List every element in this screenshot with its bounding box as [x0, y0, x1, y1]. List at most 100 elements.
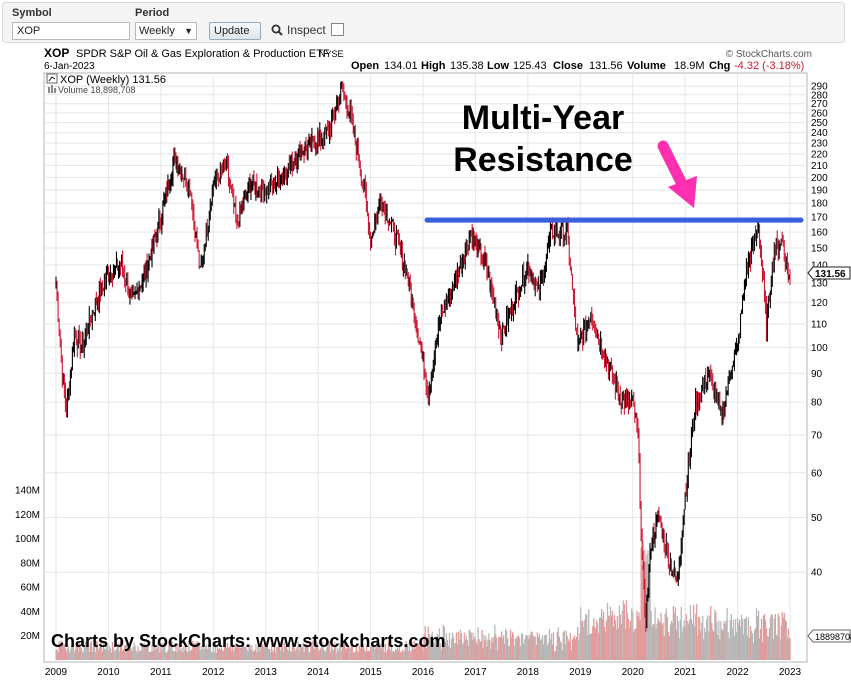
volume-bar: [547, 642, 550, 660]
symbol-label: Symbol: [12, 7, 52, 19]
volume-bar: [726, 607, 728, 660]
volume-bar: [164, 643, 166, 660]
volume-bar: [465, 635, 467, 660]
volume-bar: [411, 642, 413, 660]
volume-bar: [529, 635, 531, 660]
volume-bar: [467, 645, 469, 660]
volume-bar: [74, 649, 77, 660]
volume-bar: [762, 615, 765, 660]
period-select[interactable]: Weekly ▼: [135, 22, 197, 40]
inspect-checkbox[interactable]: [331, 23, 344, 36]
volume-bar: [168, 640, 170, 660]
volume-bar: [297, 641, 299, 660]
volume-bar: [455, 632, 458, 660]
symbol-input[interactable]: XOP: [12, 22, 130, 40]
volume-bar: [406, 644, 408, 660]
legend-price-swatch: [46, 73, 58, 84]
volume-bar: [228, 646, 231, 660]
volume-bar: [743, 618, 746, 660]
volume-bar: [173, 651, 175, 660]
volume-bar: [112, 647, 115, 660]
volume-bar: [649, 573, 651, 660]
volume-bar: [358, 645, 360, 660]
open-value: 134.01: [384, 60, 418, 72]
volume-bar: [704, 627, 706, 660]
volume-bar: [447, 646, 450, 660]
volume-bar: [619, 614, 621, 660]
volume-bar: [716, 622, 718, 660]
volume-bar: [688, 620, 691, 660]
volume-bar: [275, 646, 278, 660]
volume-bar: [349, 648, 351, 660]
volume-bar: [453, 643, 456, 660]
volume-bar: [510, 637, 513, 660]
volume-bar: [589, 634, 591, 660]
volume-bar: [110, 652, 113, 660]
volume-bar: [325, 651, 327, 660]
close-value: 131.56: [589, 60, 623, 72]
volume-bar: [707, 615, 709, 660]
volume-bar: [293, 647, 295, 660]
volume-bar: [425, 648, 427, 660]
volume-bar: [600, 617, 602, 660]
volume-bar: [487, 639, 489, 660]
volume-bar: [387, 641, 390, 660]
volume-bar: [59, 646, 61, 660]
volume-bar: [233, 651, 235, 660]
volume-bar: [576, 636, 578, 660]
volume-bar: [462, 642, 465, 660]
annotation-line1: Multi-Year: [462, 99, 624, 137]
volume-bar: [342, 643, 344, 660]
volume-bar: [177, 643, 179, 660]
volume-bar: [732, 619, 735, 660]
x-tick-label: 2022: [726, 667, 749, 678]
volume-bar: [548, 628, 551, 660]
volume-bar: [397, 650, 400, 660]
volume-bar: [755, 608, 758, 660]
volume-bar: [166, 652, 168, 660]
y-tick-label: 190: [811, 185, 828, 196]
volume-bar: [317, 647, 319, 660]
volume-bar: [296, 646, 298, 660]
high-value: 135.38: [450, 60, 484, 72]
volume-bar: [214, 641, 217, 660]
volume-bar: [139, 650, 141, 660]
update-button[interactable]: Update: [209, 22, 261, 40]
svg-text:18898708: 18898708: [815, 632, 851, 642]
volume-bar: [294, 651, 296, 660]
volume-bar: [496, 637, 498, 660]
volume-bar: [768, 628, 771, 660]
volume-bar: [468, 629, 470, 660]
volume-bar: [673, 613, 676, 660]
volume-bar: [518, 637, 521, 660]
y-tick-label: 50: [811, 513, 823, 524]
volume-bar: [777, 613, 779, 660]
volume-bar: [136, 652, 138, 660]
volume-bar: [316, 642, 318, 660]
volume-bar: [250, 649, 252, 660]
volume-bar: [659, 622, 661, 660]
inspect-label: Inspect: [287, 23, 326, 37]
volume-bar: [263, 646, 265, 660]
volume-bar: [752, 643, 755, 660]
volume-bar: [776, 636, 778, 660]
volume-bar: [562, 632, 564, 660]
volume-bar: [718, 620, 720, 660]
volume-bar: [469, 631, 471, 660]
volume-bar: [208, 648, 210, 660]
volume-bar: [672, 605, 675, 660]
volume-bar: [730, 614, 732, 660]
volume-bar: [390, 645, 393, 660]
volume-bar: [335, 645, 337, 660]
volume-bar: [717, 635, 719, 660]
volume-bar: [281, 642, 284, 660]
volume-bar: [685, 613, 687, 660]
volume-bar: [396, 647, 399, 660]
volume-tick-label: 60M: [21, 583, 40, 594]
volume-bar: [435, 645, 438, 660]
volume-bar: [313, 647, 315, 660]
volume-bar: [133, 642, 135, 660]
y-tick-label: 40: [811, 568, 823, 579]
volume-bar: [416, 643, 418, 660]
volume-bar: [690, 618, 693, 660]
